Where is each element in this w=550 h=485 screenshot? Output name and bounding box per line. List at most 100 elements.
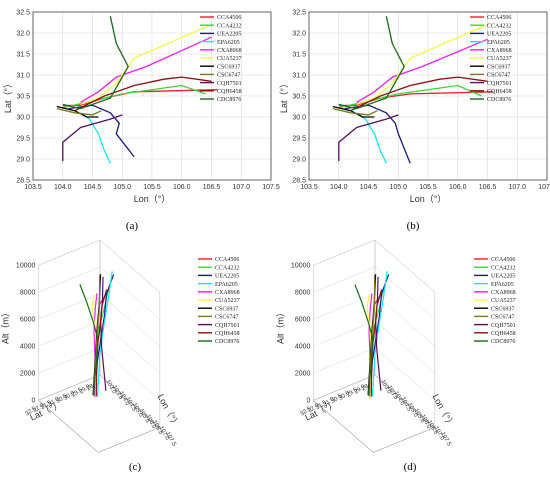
grid-line — [313, 293, 376, 320]
legend-2: CCA4506 CCA4232 UEA2205 EPA6205 CXA8968 CUA52… — [198, 257, 240, 345]
legend-label: CSC6747 — [487, 73, 510, 79]
series-line-CUA5237 — [356, 24, 488, 106]
x-tick-label: 106.5 — [479, 184, 497, 191]
x-axis-label: Lon（°） — [410, 194, 447, 204]
plot-frame — [308, 11, 548, 181]
legend-label: UEA2205 — [215, 274, 239, 280]
legend-label: CDC8976 — [217, 97, 241, 103]
legend-label: CDC8976 — [491, 339, 515, 345]
grid-line — [38, 347, 101, 374]
series-line-CSC6747 — [93, 275, 101, 395]
lat-tick-label: 31.0 — [48, 396, 62, 408]
y-tick-label: 32.5 — [292, 10, 306, 17]
grid-line — [374, 347, 435, 401]
grid-line — [99, 320, 160, 374]
lat-tick-label: 29.5 — [71, 387, 85, 399]
legend-label: CCA4232 — [215, 265, 239, 271]
x-tick-label: 104.0 — [54, 184, 72, 191]
lat-tick-label: 30.5 — [330, 393, 344, 405]
x-tick-label: 105.0 — [389, 184, 407, 191]
series-line-CDC8976 — [338, 16, 405, 110]
z-tick-label: 8000 — [295, 290, 311, 297]
legend-label: CCA4232 — [487, 23, 511, 29]
legend-label: CSC6747 — [491, 315, 514, 321]
grid-line — [313, 347, 376, 374]
legend-label: EPA6205 — [491, 282, 514, 288]
legend-label: CCA4506 — [217, 15, 241, 21]
legend-label: CSC6747 — [215, 315, 238, 321]
series-line-CQH6458 — [74, 76, 212, 112]
legend-label: CQH6458 — [491, 331, 516, 337]
grid-line — [374, 239, 435, 293]
series-line-CQH6458 — [350, 76, 488, 112]
legend-label: CUA5237 — [491, 298, 516, 304]
x-tick-label: 105.5 — [143, 184, 161, 191]
z-tick-label: 0 — [306, 398, 310, 405]
lat-tick-label: 28.5 — [361, 380, 375, 392]
y-axis-label: Lat（°） — [279, 79, 289, 113]
legend-label: UEA2205 — [491, 274, 515, 280]
x-tick-label: 107.5 — [262, 184, 280, 191]
x-tick-label: 104.5 — [360, 184, 378, 191]
y-tick-label: 31.5 — [16, 52, 30, 59]
legend-label: CSC6937 — [217, 64, 240, 70]
x-tick-label: 107.0 — [232, 184, 250, 191]
legend-label: CDC8976 — [215, 339, 239, 345]
grid-line — [313, 266, 376, 293]
legend-label: UEA2205 — [487, 32, 511, 38]
series-line-CDC8976 — [354, 284, 374, 396]
legend-1: CCA4506 CCA4232 UEA2205 EPA6205 CXA8968 CUA52… — [470, 15, 512, 103]
y-tick-label: 30.5 — [292, 94, 306, 101]
x-tick-label: 105.0 — [113, 184, 131, 191]
legend-label: CCA4232 — [217, 23, 241, 29]
y-tick-label: 31.5 — [292, 52, 306, 59]
y-tick-label: 30.0 — [292, 115, 306, 122]
wall-lat — [38, 239, 101, 401]
grid-line — [374, 320, 435, 374]
y-tick-label: 29.0 — [292, 157, 306, 164]
y-tick-label: 30.5 — [16, 94, 30, 101]
grid-line — [38, 293, 101, 320]
legend-label: CXA8968 — [491, 290, 516, 296]
legend-label: CQH7501 — [491, 323, 516, 329]
series-line-CQH7501 — [62, 114, 123, 162]
grid-line — [38, 320, 101, 347]
series-line-CSC6747 — [56, 107, 102, 116]
lat-tick-label: 32.5 — [300, 406, 314, 418]
legend-label: CQH6458 — [217, 89, 242, 95]
z-tick-label: 4000 — [295, 344, 311, 351]
lat-tick-label: 29.5 — [346, 387, 360, 399]
x-tick-label: 106.0 — [449, 184, 467, 191]
legend-label: CQH7501 — [487, 81, 512, 87]
y-tick-label: 28.5 — [16, 178, 30, 185]
z-tick-label: 0 — [31, 398, 35, 405]
panel-caption: (b) — [407, 220, 420, 232]
z-tick-label: 10000 — [291, 263, 311, 270]
series-line-CQH6458 — [95, 289, 108, 397]
lat-tick-label: 30.0 — [338, 390, 352, 402]
x-tick-label: 107.5 — [538, 184, 550, 191]
x-tick-label: 104.5 — [84, 184, 102, 191]
series-line-CQH7501 — [338, 114, 399, 162]
series-line-CCA4506 — [62, 89, 218, 107]
grid-line — [374, 266, 435, 320]
y-tick-label: 32.0 — [292, 31, 306, 38]
grid-line — [38, 374, 101, 401]
panel-caption: (d) — [404, 461, 417, 473]
legend-label: CXA8968 — [487, 48, 512, 54]
legend-label: EPA6205 — [217, 40, 240, 46]
grid-line — [38, 239, 101, 266]
x-tick-label: 107.0 — [508, 184, 526, 191]
y-tick-label: 31.0 — [16, 73, 30, 80]
z-tick-label: 8000 — [20, 290, 36, 297]
y-tick-label: 32.0 — [16, 31, 30, 38]
legend-label: EPA6205 — [487, 40, 510, 46]
lat-tick-label: 32.0 — [307, 402, 321, 414]
z-tick-label: 6000 — [295, 317, 311, 324]
series-line-CCA4232 — [62, 84, 206, 109]
y-tick-label: 29.5 — [16, 136, 30, 143]
series-line-CUA5237 — [80, 24, 212, 106]
series-line-CCA4232 — [338, 84, 482, 109]
legend-label: CCA4232 — [491, 265, 515, 271]
series-line-EPA6205 — [371, 271, 388, 397]
